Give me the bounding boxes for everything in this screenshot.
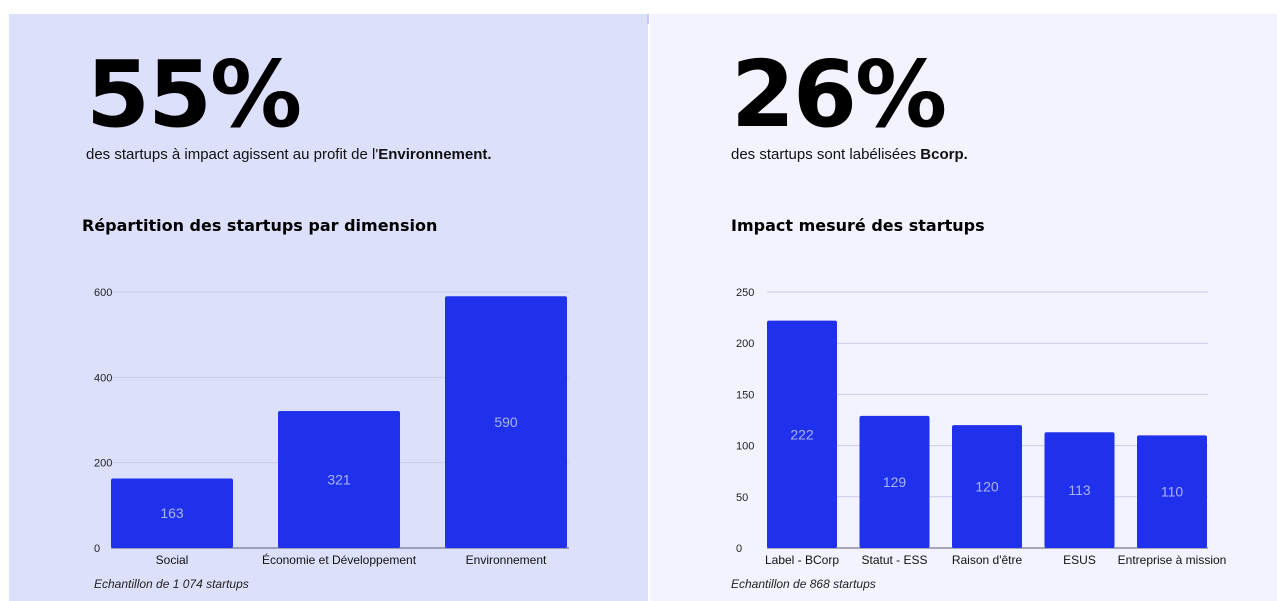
left-chart-bar-value-label: 163 — [160, 505, 184, 521]
right-chart-y-tick-label: 250 — [736, 287, 754, 299]
right-chart-bar-value-label: 129 — [883, 474, 907, 490]
left-stat-text: des startups à impact agissent au profit… — [86, 146, 379, 163]
right-stat-description: des startups sont labélisées Bcorp. — [731, 146, 968, 163]
right-chart-bar-value-label: 120 — [975, 479, 999, 495]
left-chart-category-label: Social — [156, 553, 189, 567]
right-chart-bar — [859, 415, 930, 548]
right-chart-category-label: Label - BCorp — [765, 553, 839, 567]
left-bar-chart: 0 200 400 600 163 Social 321 Économie et Dévelo… — [94, 287, 569, 567]
left-chart-y-tick-label: 200 — [94, 458, 112, 470]
right-stat-highlight: Bcorp. — [920, 146, 968, 163]
left-chart-y-tick-label: 600 — [94, 287, 112, 299]
right-chart-bar — [767, 320, 837, 548]
left-stat-description: des startups à impact agissent au profit… — [86, 146, 492, 163]
right-chart-category-label: Entreprise à mission — [1118, 553, 1227, 567]
left-chart-bar-value-label: 321 — [327, 472, 351, 488]
right-chart-bar — [952, 425, 1022, 548]
right-chart-y-tick-label: 50 — [736, 492, 748, 504]
right-sample-note: Echantillon de 868 startups — [731, 577, 876, 591]
left-stat-highlight: Environnement. — [378, 146, 492, 163]
left-chart-bar — [278, 411, 400, 548]
right-chart-y-tick-label: 150 — [736, 389, 754, 401]
right-stat-value: 26% — [731, 41, 947, 148]
left-sample-note: Echantillon de 1 074 startups — [94, 577, 249, 591]
right-chart-y-tick-label: 100 — [736, 441, 754, 453]
left-chart-category-label: Économie et Développement — [262, 552, 417, 567]
right-chart-y-tick-label: 0 — [736, 543, 742, 555]
right-chart-bar-value-label: 113 — [1068, 482, 1091, 498]
left-chart-bar — [111, 478, 233, 548]
left-chart-bar — [445, 296, 567, 548]
left-chart-title: Répartition des startups par dimension — [82, 216, 438, 235]
right-chart-y-tick-label: 200 — [736, 338, 754, 350]
right-chart-bar — [1137, 435, 1207, 548]
right-stat-text: des startups sont labélisées — [731, 146, 921, 163]
right-chart-bar-value-label: 222 — [790, 426, 814, 442]
right-chart-category-label: Raison d'être — [952, 553, 1023, 567]
left-chart-y-tick-label: 0 — [94, 543, 100, 555]
left-chart-bar-value-label: 590 — [494, 414, 518, 430]
left-stat-value: 55% — [86, 41, 302, 148]
right-chart-bar — [1044, 432, 1115, 548]
left-chart-y-tick-label: 400 — [94, 372, 112, 384]
right-chart-category-label: ESUS — [1063, 553, 1096, 567]
right-chart-title: Impact mesuré des startups — [731, 216, 985, 235]
left-chart-category-label: Environnement — [466, 553, 547, 567]
panel-divider — [647, 14, 649, 24]
right-chart-bar-value-label: 110 — [1161, 484, 1184, 500]
right-chart-category-label: Statut - ESS — [861, 553, 927, 567]
